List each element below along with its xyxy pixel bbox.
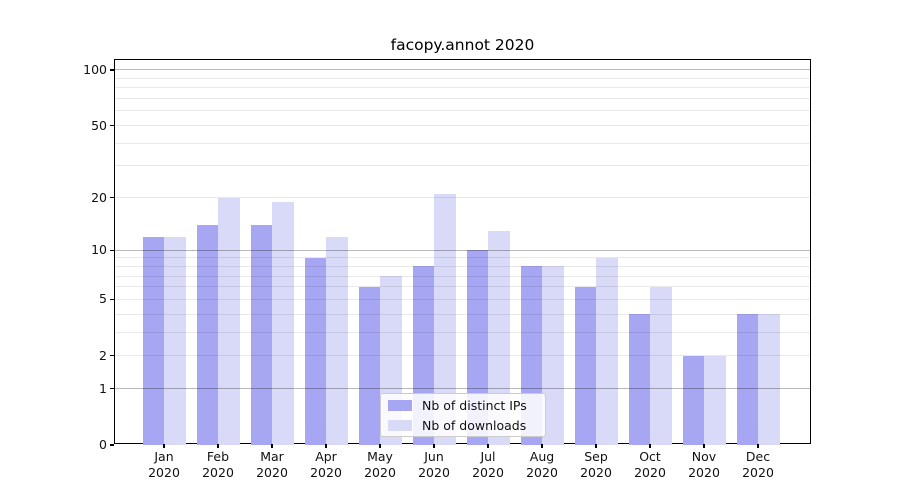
- gridline-y-10: [115, 249, 810, 251]
- bar-apr-downloads: [326, 236, 348, 445]
- x-tick-label-jul: Jul 2020: [472, 449, 504, 480]
- y-tick-label-100: 100: [83, 61, 107, 77]
- bar-feb-distinct-ips: [196, 224, 218, 445]
- bar-may-distinct-ips: [358, 286, 380, 445]
- x-tick-label-feb: Feb 2020: [202, 449, 234, 480]
- y-tick-10: [110, 249, 114, 251]
- y-tick-50: [110, 124, 114, 127]
- bar-jun-downloads: [434, 193, 456, 445]
- y-tick-5: [110, 298, 114, 300]
- x-tick-may: [379, 444, 381, 448]
- y-tick-label-10: 10: [91, 242, 107, 258]
- x-tick-label-apr: Apr 2020: [310, 449, 342, 480]
- bar-oct-distinct-ips: [628, 314, 650, 445]
- chart-title: facopy.annot 2020: [390, 36, 535, 54]
- legend: Nb of distinct IPs Nb of downloads: [380, 393, 546, 437]
- gridline-y-2: [115, 355, 810, 357]
- y-tick-label-0: 0: [99, 437, 107, 452]
- legend-swatch-distinct-ips: [388, 399, 412, 411]
- gridline-y-40: [115, 142, 810, 144]
- gridline-y-5: [115, 298, 810, 300]
- bar-jan-downloads: [164, 236, 186, 445]
- bar-dec-distinct-ips: [736, 314, 758, 445]
- x-tick-label-may: May 2020: [364, 449, 396, 480]
- x-tick-jan: [163, 444, 165, 448]
- bar-aug-downloads: [542, 266, 564, 445]
- gridline-y-6: [115, 286, 810, 288]
- y-tick-label-50: 50: [91, 117, 107, 133]
- gridline-y-4: [115, 313, 810, 315]
- gridline-y-100: [115, 69, 810, 71]
- legend-swatch-downloads: [388, 419, 412, 431]
- bar-apr-distinct-ips: [304, 257, 326, 445]
- x-tick-label-sep: Sep 2020: [580, 449, 612, 480]
- gridline-y-90: [115, 77, 810, 79]
- gridline-y-60: [115, 110, 810, 112]
- bar-mar-distinct-ips: [250, 224, 272, 445]
- x-tick-label-oct: Oct 2020: [634, 449, 666, 480]
- y-tick-100: [110, 69, 114, 71]
- x-tick-mar: [271, 444, 273, 448]
- x-tick-apr: [325, 444, 327, 448]
- bar-nov-downloads: [704, 355, 726, 445]
- gridline-y-7: [115, 275, 810, 277]
- x-tick-label-jan: Jan 2020: [148, 449, 180, 480]
- y-tick-label-20: 20: [91, 189, 107, 205]
- gridline-y-3: [115, 331, 810, 333]
- y-tick-2: [110, 355, 114, 357]
- x-tick-nov: [703, 444, 705, 448]
- gridline-y-8: [115, 265, 810, 267]
- legend-label-distinct-ips: Nb of distinct IPs: [422, 397, 527, 413]
- y-tick-label-2: 2: [99, 347, 107, 363]
- gridline-y-1: [115, 388, 810, 390]
- bar-oct-downloads: [650, 286, 672, 445]
- legend-entry-distinct-ips: Nb of distinct IPs: [388, 398, 545, 413]
- x-tick-label-aug: Aug 2020: [526, 449, 558, 480]
- x-tick-label-dec: Dec 2020: [742, 449, 774, 480]
- x-tick-label-mar: Mar 2020: [256, 449, 288, 480]
- bar-sep-distinct-ips: [574, 286, 596, 445]
- y-tick-label-5: 5: [99, 291, 107, 307]
- gridline-y-50: [115, 125, 810, 126]
- gridline-y-70: [115, 98, 810, 100]
- x-tick-jun: [433, 444, 435, 448]
- gridline-y-30: [115, 165, 810, 167]
- y-tick-1: [110, 388, 114, 390]
- gridline-y-9: [115, 257, 810, 259]
- x-tick-feb: [217, 444, 219, 448]
- bar-nov-distinct-ips: [682, 355, 704, 445]
- y-tick-0: [110, 444, 114, 446]
- legend-label-downloads: Nb of downloads: [422, 417, 527, 433]
- plot-area: Nb of distinct IPs Nb of downloads 0 1 2 5 1…: [83, 59, 811, 480]
- bar-mar-downloads: [272, 201, 294, 445]
- x-tick-sep: [595, 444, 597, 448]
- x-tick-aug: [541, 444, 543, 448]
- x-tick-jul: [487, 444, 489, 448]
- x-tick-oct: [649, 444, 651, 448]
- x-tick-label-nov: Nov 2020: [688, 449, 720, 480]
- bar-sep-downloads: [596, 257, 618, 445]
- legend-entry-downloads: Nb of downloads: [388, 418, 545, 433]
- x-tick-label-jun: Jun 2020: [418, 449, 450, 480]
- y-tick-20: [110, 197, 114, 199]
- gridline-y-80: [115, 87, 810, 89]
- x-tick-dec: [757, 444, 759, 448]
- bar-feb-downloads: [218, 197, 240, 445]
- bar-dec-downloads: [758, 314, 780, 445]
- bar-jan-distinct-ips: [142, 236, 164, 445]
- y-tick-label-1: 1: [99, 380, 107, 396]
- gridline-y-20: [115, 197, 810, 199]
- bar-jul-downloads: [488, 230, 510, 445]
